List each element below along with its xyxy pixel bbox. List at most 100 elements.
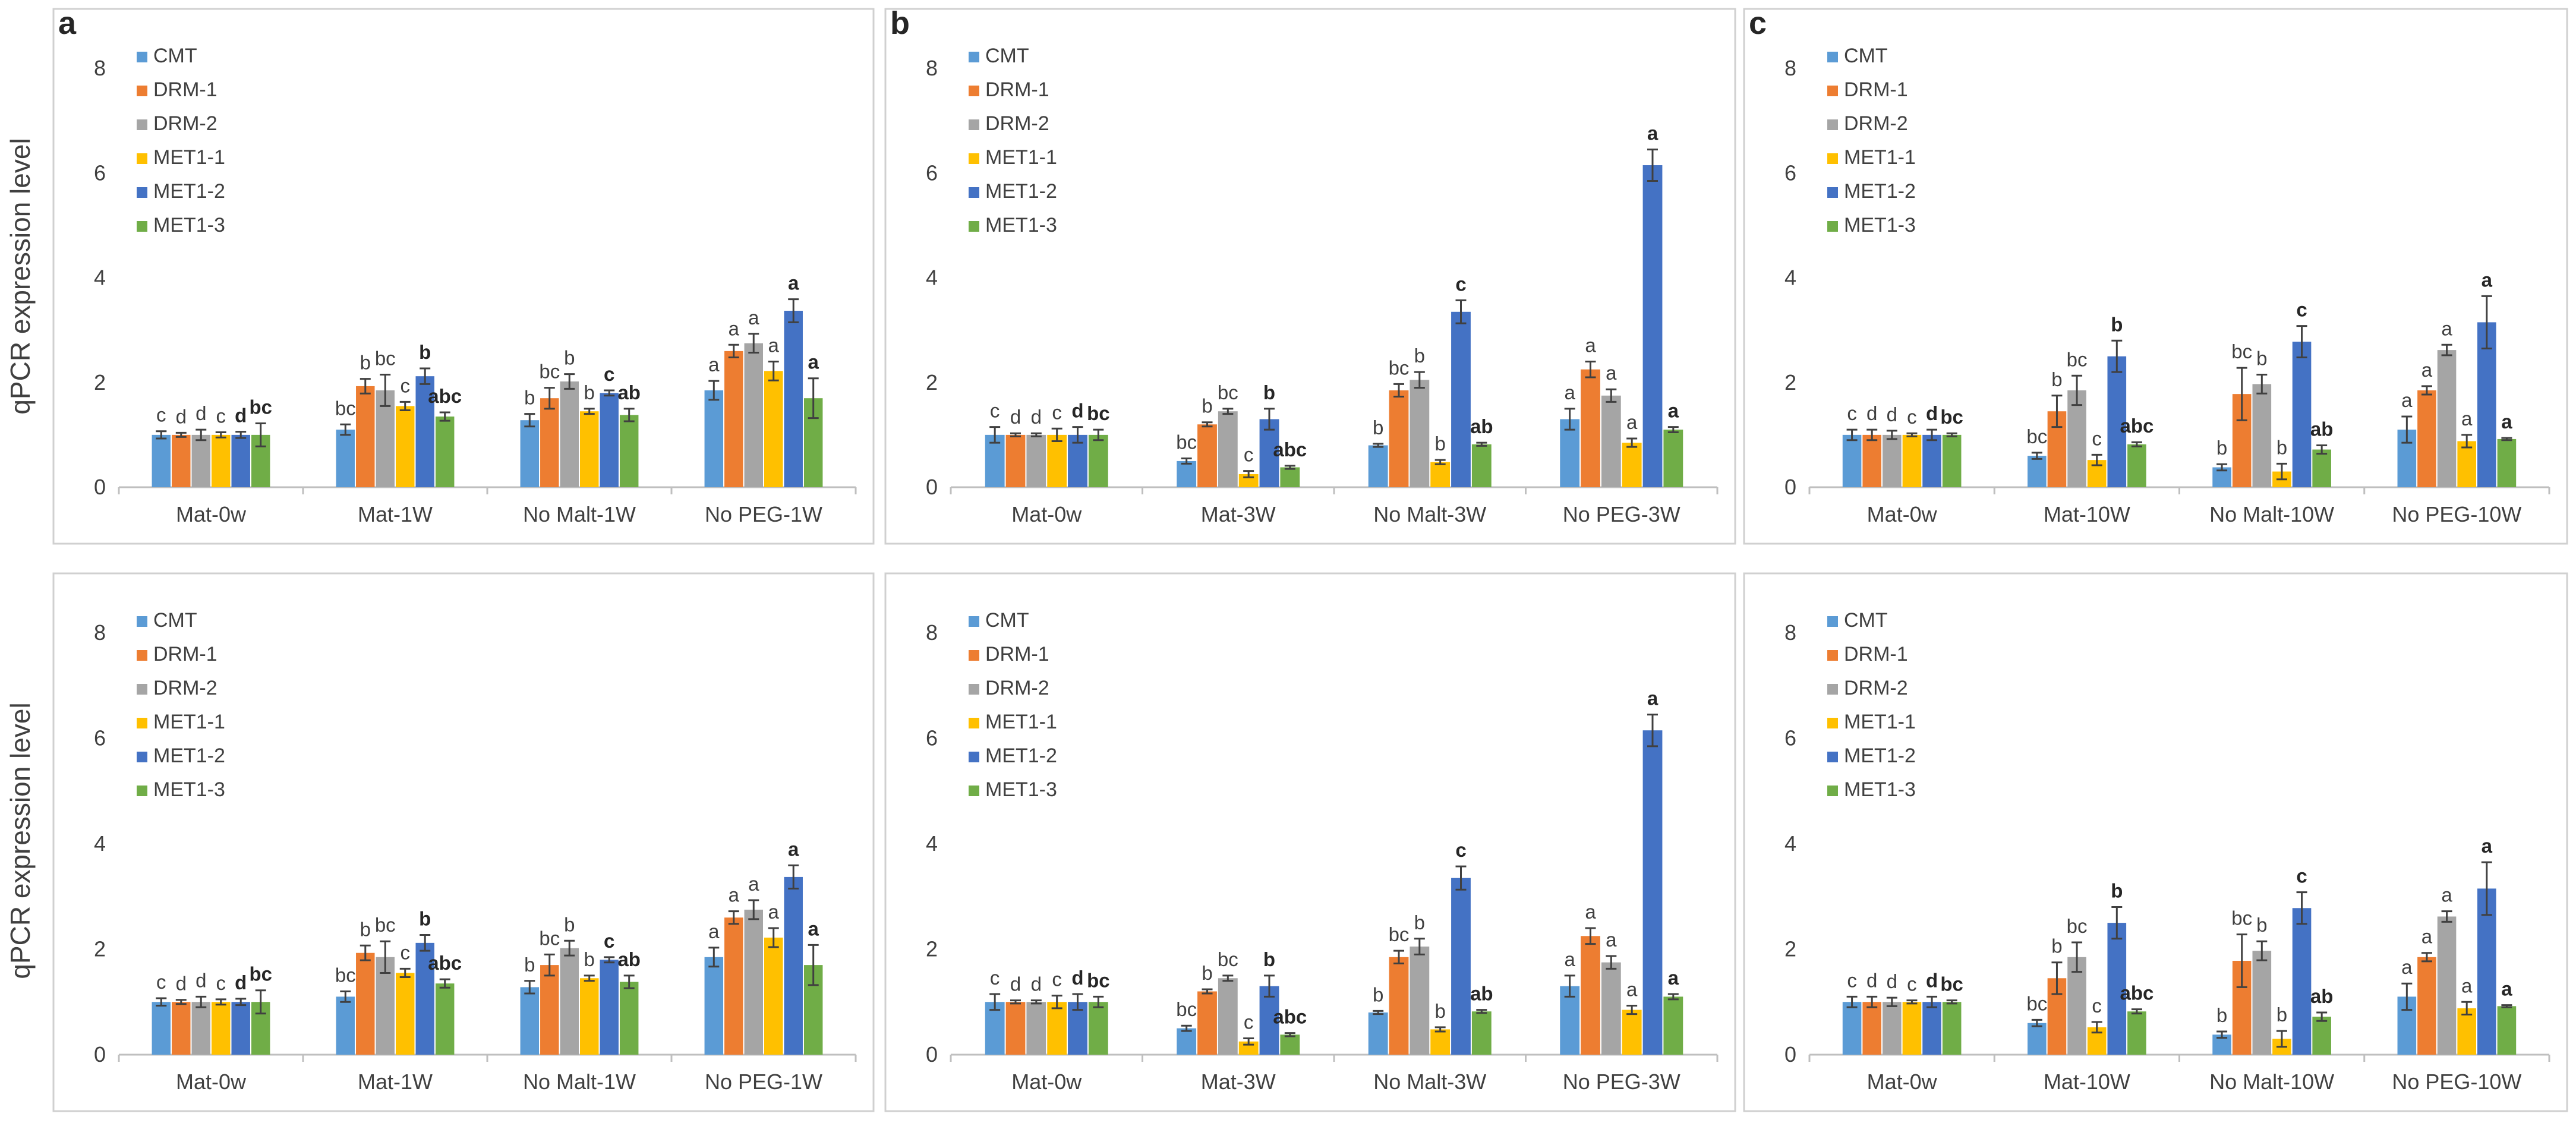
bar-drm-2 [1601, 962, 1621, 1055]
significance-letter: a [808, 351, 819, 373]
bar-drm-1 [1197, 991, 1217, 1055]
bar-met1-3 [1471, 1011, 1492, 1055]
y-tick-label: 4 [94, 831, 106, 856]
legend-swatch [1827, 786, 1838, 796]
y-axis-title: qPCR expression level [5, 702, 36, 979]
significance-letter: bc [249, 396, 272, 418]
y-tick-label: 6 [94, 726, 106, 750]
significance-letter: b [2277, 436, 2287, 458]
bar-cmt [520, 420, 540, 487]
bar-drm-1 [724, 351, 743, 487]
significance-letter: d [1071, 400, 1083, 422]
bar-cmt [520, 987, 540, 1055]
bar-drm-2 [1026, 434, 1046, 487]
legend-swatch [969, 650, 979, 661]
panel-frame [52, 8, 875, 545]
significance-letter: c [1455, 273, 1466, 295]
bar-drm-1 [1005, 1002, 1026, 1055]
significance-letter: d [235, 971, 247, 993]
bar-met1-3 [1942, 434, 1962, 487]
significance-letter: a [2501, 411, 2512, 433]
y-tick-label: 8 [94, 56, 106, 80]
bar-met1-2 [2107, 923, 2127, 1055]
bar-met1-3 [619, 415, 639, 487]
bar-cmt [1368, 1012, 1388, 1055]
significance-letter: c [216, 972, 226, 994]
y-tick-label: 2 [1784, 370, 1796, 395]
legend-swatch [1827, 616, 1838, 627]
legend-label: MET1-2 [153, 745, 225, 767]
significance-letter: a [768, 335, 780, 357]
significance-letter: bc [335, 964, 356, 986]
significance-letter: c [216, 405, 226, 427]
significance-letter: bc [1389, 357, 1410, 378]
legend-swatch [969, 153, 979, 164]
panel-frame [52, 572, 875, 1112]
significance-letter: ab [1470, 983, 1493, 1005]
legend-swatch [137, 52, 147, 62]
bar-drm-1 [1389, 390, 1409, 487]
y-tick-label: 8 [1784, 620, 1796, 645]
significance-letter: bc [2231, 340, 2252, 362]
x-category-label: Mat-0w [1011, 502, 1082, 526]
legend-swatch [137, 221, 147, 232]
y-tick-label: 2 [1784, 937, 1796, 961]
legend-label: DRM-1 [985, 643, 1049, 665]
bar-met1-2 [2292, 908, 2312, 1055]
bar-drm-1 [172, 434, 191, 487]
significance-letter: c [2296, 299, 2307, 321]
bar-drm-1 [724, 917, 743, 1055]
y-tick-label: 0 [926, 475, 938, 499]
x-category-label: No Malt-1W [523, 1070, 636, 1094]
significance-letter: a [2441, 884, 2452, 906]
significance-letter: b [564, 913, 575, 935]
legend-swatch [1827, 187, 1838, 198]
bar-drm-1 [356, 952, 375, 1055]
legend-swatch [1827, 52, 1838, 62]
significance-letter: b [1373, 983, 1383, 1005]
bar-drm-2 [2067, 957, 2086, 1055]
bar-cmt [336, 996, 355, 1055]
significance-letter: a [1585, 335, 1596, 357]
legend-swatch [1827, 650, 1838, 661]
significance-letter: a [748, 873, 759, 895]
bar-met1-3 [2312, 449, 2331, 487]
x-category-label: Mat-3W [1201, 502, 1276, 526]
bar-met1-2 [415, 942, 434, 1055]
panel-frame [884, 8, 1736, 545]
significance-letter: c [1052, 401, 1062, 423]
bar-drm-2 [1410, 380, 1430, 487]
bar-drm-2 [1218, 411, 1238, 487]
x-category-label: No Malt-3W [1373, 502, 1486, 526]
legend-label: DRM-2 [153, 112, 217, 135]
significance-letter: bc [2026, 425, 2047, 447]
panel-frame [884, 572, 1736, 1112]
panel-letter: b [890, 5, 910, 41]
legend-swatch [1827, 119, 1838, 130]
bar-drm-1 [356, 386, 375, 487]
significance-letter: a [729, 884, 740, 906]
significance-letter: b [2216, 437, 2227, 459]
x-category-label: No PEG-1W [705, 1070, 822, 1094]
y-tick-label: 6 [926, 160, 938, 185]
legend-label: MET1-1 [153, 711, 225, 733]
bar-cmt [1368, 445, 1388, 487]
significance-letter: abc [1273, 1006, 1307, 1028]
significance-letter: d [1887, 403, 1897, 425]
significance-letter: c [156, 404, 166, 426]
bar-drm-1 [1197, 424, 1217, 487]
bar-met1-1 [1622, 1010, 1642, 1055]
x-category-label: Mat-0w [176, 502, 247, 526]
bar-met1-3 [1471, 444, 1492, 487]
bar-met1-2 [231, 1002, 250, 1055]
significance-letter: ab [2310, 418, 2334, 440]
legend-label: CMT [1844, 609, 1888, 632]
y-tick-label: 6 [926, 726, 938, 750]
panel-frame [1743, 572, 2568, 1112]
significance-letter: d [176, 973, 187, 995]
chart-panel-6: 0 2 4 6 8 Mat-0w Mat-10W No Malt-10W No PEG-10W c… [1743, 572, 2568, 1112]
bar-met1-3 [1280, 467, 1300, 487]
bar-met1-1 [1430, 462, 1451, 487]
bar-met1-2 [2477, 888, 2496, 1055]
significance-letter: d [1866, 402, 1877, 424]
